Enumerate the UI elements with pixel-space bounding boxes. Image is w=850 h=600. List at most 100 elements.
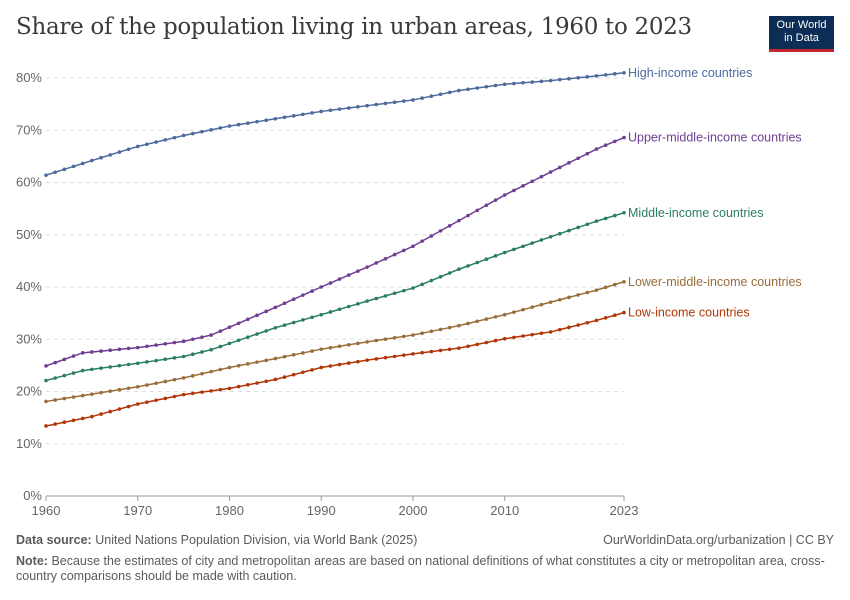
series-point xyxy=(255,381,259,385)
series-point xyxy=(585,75,590,79)
series-point xyxy=(356,105,360,109)
data-source: Data source: United Nations Population D… xyxy=(16,533,417,547)
series-point xyxy=(319,285,324,289)
series-point xyxy=(622,135,626,140)
source-url[interactable]: OurWorldinData.org/urbanization | CC BY xyxy=(603,533,834,547)
series-point xyxy=(273,116,278,121)
series-point xyxy=(264,379,268,384)
y-tick-label: 0% xyxy=(23,488,42,503)
series-point xyxy=(145,344,149,349)
y-tick-label: 80% xyxy=(16,70,42,85)
series-point xyxy=(438,229,443,233)
series-point xyxy=(585,151,590,156)
series-point xyxy=(356,269,360,273)
series-point xyxy=(374,261,379,265)
series-point xyxy=(420,350,424,355)
series-point xyxy=(420,239,424,243)
series-point xyxy=(328,281,333,285)
series-point xyxy=(512,81,516,86)
series-point xyxy=(236,384,241,389)
series-point xyxy=(484,84,489,89)
series-point xyxy=(346,304,351,309)
series-point xyxy=(484,203,489,208)
series-point xyxy=(181,339,186,344)
series-point xyxy=(273,305,278,310)
series-point xyxy=(62,373,67,378)
series-point xyxy=(356,302,360,306)
owid-logo[interactable]: Our World in Data xyxy=(769,16,834,52)
series-point xyxy=(236,338,241,343)
series-point xyxy=(319,365,324,370)
series-point xyxy=(567,325,571,330)
y-tick-label: 60% xyxy=(16,175,42,190)
series-point xyxy=(246,121,250,125)
series-point xyxy=(346,273,351,277)
series-point xyxy=(218,344,223,349)
series-point xyxy=(548,300,553,304)
series-point xyxy=(438,348,443,353)
series-line xyxy=(45,72,625,176)
series-point xyxy=(135,402,140,406)
series-point xyxy=(273,377,278,382)
series-point xyxy=(328,345,333,350)
series-point xyxy=(429,278,434,283)
y-tick-label: 20% xyxy=(16,384,42,399)
series-point xyxy=(135,361,140,366)
series-point xyxy=(99,349,103,353)
series-point xyxy=(493,83,498,88)
series-point xyxy=(190,374,195,378)
series-point xyxy=(145,383,149,387)
series-point xyxy=(603,316,608,320)
series-point xyxy=(209,128,213,132)
series-point xyxy=(622,310,626,315)
series-point xyxy=(438,92,443,97)
series-point xyxy=(163,357,168,362)
series-point xyxy=(346,361,351,365)
series-point xyxy=(190,352,195,357)
series-point xyxy=(585,320,590,325)
note-text: Because the estimates of city and metrop… xyxy=(16,554,825,583)
x-tick-label: 2023 xyxy=(610,503,639,518)
series-point xyxy=(539,174,544,179)
series-point xyxy=(117,387,122,392)
series-point xyxy=(539,79,544,84)
series-point xyxy=(264,358,268,363)
series-point xyxy=(99,390,103,395)
series-point xyxy=(548,235,553,239)
series-point xyxy=(356,341,360,346)
series-point xyxy=(383,294,388,298)
series-point xyxy=(301,293,305,297)
series-point xyxy=(80,351,85,355)
series-point xyxy=(218,387,223,392)
series-point xyxy=(502,250,507,255)
series-point xyxy=(613,139,617,144)
series-point xyxy=(154,381,158,386)
series-point xyxy=(126,362,131,367)
series-point xyxy=(475,319,480,324)
series-point xyxy=(383,355,388,360)
series-point xyxy=(291,297,296,302)
series-point xyxy=(255,360,259,364)
series-point xyxy=(530,80,535,84)
series-point xyxy=(466,344,470,349)
y-tick-label: 70% xyxy=(16,122,42,137)
series-point xyxy=(227,341,232,346)
series-point xyxy=(246,335,250,339)
series-point xyxy=(392,354,397,359)
series-line xyxy=(45,212,625,382)
series-point xyxy=(163,396,168,401)
series-point xyxy=(163,342,168,346)
series-point xyxy=(466,213,470,218)
series-point xyxy=(613,313,617,318)
series-point xyxy=(585,290,590,295)
series-point xyxy=(429,329,434,334)
series-point xyxy=(585,222,590,227)
series-point xyxy=(539,331,544,336)
series-point xyxy=(622,279,626,284)
series-point xyxy=(502,312,507,317)
series-point xyxy=(402,248,406,253)
series-point xyxy=(282,115,287,120)
series-point xyxy=(291,320,296,325)
series-label: Upper-middle-income countries xyxy=(628,131,802,145)
x-tick-label: 2000 xyxy=(399,503,428,518)
